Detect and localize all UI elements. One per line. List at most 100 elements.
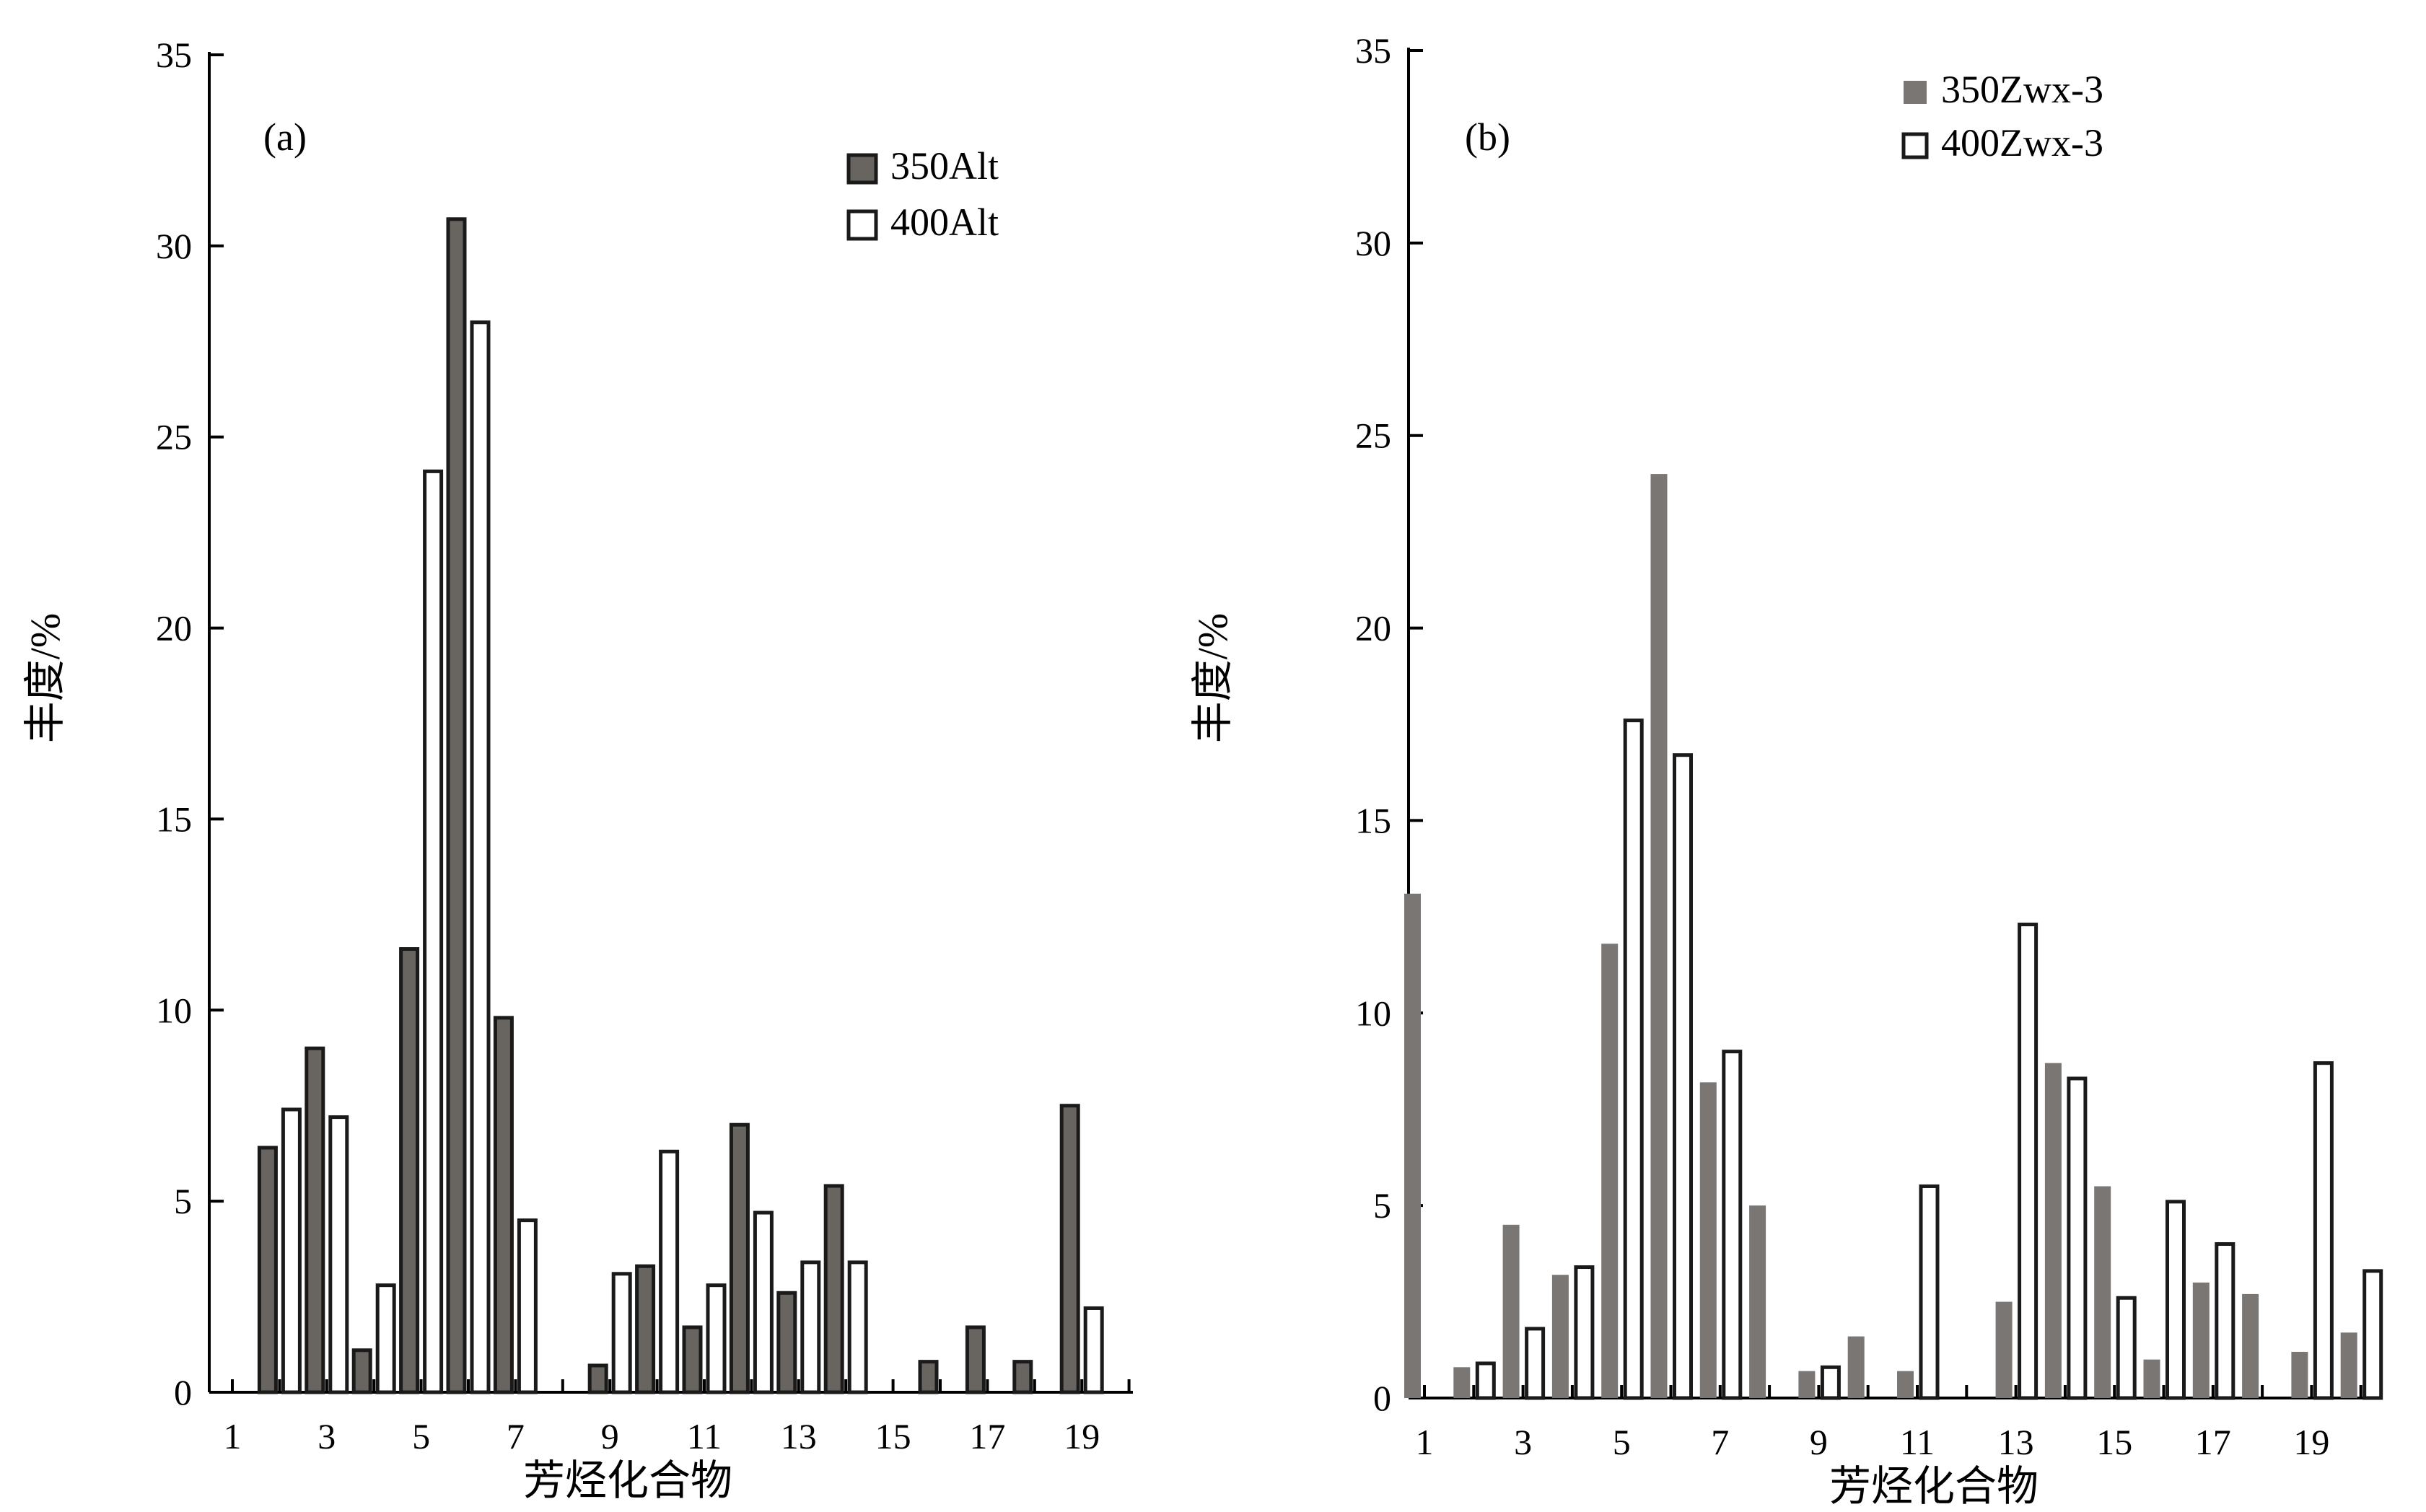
a-legend-label-400Alt: 400Alt: [890, 201, 999, 244]
b-bar-350Zwx-3-8: [1749, 1205, 1766, 1398]
a-y-tick-label-20: 20: [156, 608, 192, 649]
a-y-tick-label-10: 10: [156, 990, 192, 1030]
b-bar-400Zwx-3-5: [1623, 718, 1644, 1400]
a-y-tick-label-15: 15: [156, 799, 192, 839]
a-bar-400Alt-11: [706, 1283, 727, 1394]
b-bar-350Zwx-3-20: [2340, 1332, 2357, 1398]
b-bar-350Zwx-3-13: [1995, 1301, 2013, 1398]
b-bar-350Zwx-3-14: [2044, 1063, 2062, 1398]
a-bar-350Alt-19: [1059, 1104, 1080, 1394]
a-bar-400Alt-12: [753, 1210, 774, 1394]
b-bar-350Zwx-3-15: [2094, 1186, 2111, 1398]
b-x-tick-label-5: 5: [1613, 1422, 1631, 1462]
b-x-tick-label-17: 17: [2195, 1422, 2231, 1462]
b-bar-350Zwx-3-3: [1502, 1224, 1520, 1398]
a-x-tick-label-13: 13: [781, 1416, 817, 1456]
a-legend-label-350Alt: 350Alt: [890, 144, 999, 188]
b-bar-350Zwx-3-16: [2143, 1359, 2160, 1398]
a-bar-400Alt-2: [281, 1107, 302, 1394]
b-y-tick-label-30: 30: [1355, 223, 1391, 263]
a-y-tick-label-5: 5: [174, 1181, 192, 1221]
b-bar-350Zwx-3-2: [1453, 1367, 1471, 1398]
a-x-tick-label-5: 5: [412, 1416, 430, 1456]
b-x-tick-label-9: 9: [1810, 1422, 1828, 1462]
b-bar-400Zwx-3-3: [1525, 1327, 1546, 1400]
a-bar-400Alt-9: [611, 1272, 632, 1394]
b-bar-350Zwx-3-17: [2192, 1282, 2210, 1398]
a-bar-350Alt-14: [823, 1184, 844, 1394]
b-x-tick-label-19: 19: [2293, 1422, 2329, 1462]
a-x-tick-label-15: 15: [875, 1416, 911, 1456]
b-y-tick-label-35: 35: [1355, 30, 1391, 71]
b-bar-350Zwx-3-5: [1601, 944, 1619, 1398]
a-x-tick-label-17: 17: [969, 1416, 1005, 1456]
a-bar-350Alt-5: [399, 947, 420, 1394]
a-bar-400Alt-10: [659, 1149, 680, 1394]
a-x-tick-label-7: 7: [507, 1416, 525, 1456]
a-bar-400Alt-7: [517, 1218, 538, 1394]
b-panel-label: (b): [1465, 115, 1510, 159]
a-bar-350Alt-7: [493, 1016, 514, 1394]
b-x-tick-label-15: 15: [2096, 1422, 2132, 1462]
a-bar-350Alt-2: [257, 1146, 278, 1394]
a-bar-400Alt-13: [800, 1260, 821, 1394]
a-bar-400Alt-14: [847, 1260, 868, 1394]
b-legend-label-400Zwx-3: 400Zwx-3: [1941, 121, 2103, 164]
b-bar-400Zwx-3-9: [1820, 1365, 1841, 1400]
b-y-tick-label-25: 25: [1355, 416, 1391, 456]
a-bar-400Alt-5: [423, 469, 444, 1394]
b-y-tick-label-0: 0: [1373, 1378, 1391, 1418]
b-legend-swatch-350Zwx-3: [1904, 81, 1927, 104]
b-bar-350Zwx-3-4: [1551, 1275, 1569, 1398]
a-bar-350Alt-18: [1012, 1360, 1033, 1394]
a-panel-label: (a): [263, 115, 307, 159]
a-x-tick-label-3: 3: [318, 1416, 336, 1456]
a-y-tick-label-30: 30: [156, 226, 192, 266]
b-bar-400Zwx-3-14: [2067, 1076, 2088, 1400]
b-bar-400Zwx-3-11: [1919, 1184, 1940, 1400]
b-y-tick-label-10: 10: [1355, 993, 1391, 1033]
b-bar-350Zwx-3-11: [1897, 1371, 1914, 1398]
a-bar-350Alt-16: [918, 1360, 939, 1394]
a-bar-350Alt-6: [446, 217, 467, 1394]
a-x-tick-label-11: 11: [687, 1416, 722, 1456]
b-bar-350Zwx-3-18: [2242, 1293, 2259, 1398]
a-x-tick-label-9: 9: [601, 1416, 619, 1456]
a-bar-400Alt-4: [375, 1283, 396, 1394]
b-y-tick-label-20: 20: [1355, 608, 1391, 649]
b-x-tick-label-13: 13: [1998, 1422, 2034, 1462]
b-bar-400Zwx-3-16: [2166, 1200, 2186, 1400]
a-y-tick-label-0: 0: [174, 1372, 192, 1412]
b-bar-350Zwx-3-1: [1404, 893, 1421, 1398]
a-y-tick-label-25: 25: [156, 417, 192, 457]
b-y-tick-label-5: 5: [1373, 1185, 1391, 1226]
b-bar-350Zwx-3-19: [2291, 1351, 2308, 1398]
a-bar-350Alt-9: [587, 1363, 608, 1394]
a-bar-350Alt-10: [635, 1264, 656, 1394]
b-bar-400Zwx-3-13: [2018, 923, 2039, 1400]
b-bar-400Zwx-3-4: [1574, 1265, 1595, 1400]
b-x-tick-label-7: 7: [1711, 1422, 1729, 1462]
a-bar-400Alt-3: [328, 1115, 349, 1394]
a-legend-swatch-400Alt: [846, 209, 878, 241]
a-x-tick-label-1: 1: [224, 1416, 242, 1456]
b-legend-swatch-400Zwx-3: [1901, 132, 1929, 159]
a-x-tick-label-19: 19: [1064, 1416, 1100, 1456]
b-x-axis-title: 芳烃化合物: [1829, 1463, 2039, 1508]
a-bar-350Alt-12: [729, 1122, 750, 1394]
b-y-axis-title: 丰度/%: [1189, 613, 1236, 743]
a-bar-350Alt-13: [776, 1291, 797, 1394]
a-x-axis-title: 芳烃化合物: [523, 1457, 732, 1504]
a-bar-350Alt-11: [682, 1325, 703, 1394]
b-bar-350Zwx-3-10: [1847, 1336, 1865, 1398]
a-bar-400Alt-6: [470, 320, 491, 1394]
b-x-tick-label-11: 11: [1900, 1422, 1935, 1462]
b-bar-400Zwx-3-15: [2116, 1296, 2137, 1400]
b-legend-label-350Zwx-3: 350Zwx-3: [1941, 68, 2103, 111]
a-legend-swatch-350Alt: [846, 153, 878, 185]
b-x-tick-label-3: 3: [1514, 1422, 1532, 1462]
a-bar-350Alt-17: [965, 1325, 986, 1394]
